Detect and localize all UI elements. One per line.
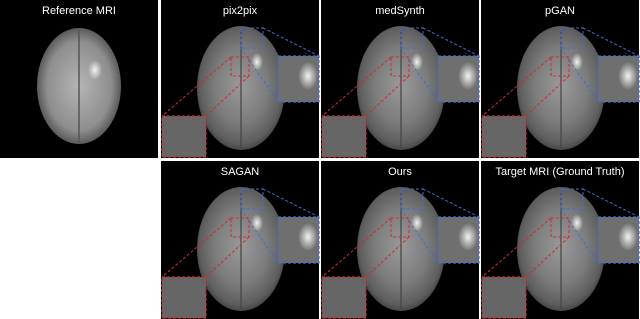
zoom-source-blue <box>560 188 584 210</box>
zoom-source-blue <box>400 188 424 210</box>
zoom-large-red <box>481 276 527 319</box>
zoom-connector <box>321 56 392 117</box>
zoom-large-red <box>481 115 527 158</box>
lesion <box>88 60 102 80</box>
result-panel: pGAN <box>481 0 640 158</box>
zoom-connector <box>262 27 320 57</box>
zoom-connector <box>422 188 480 218</box>
panel-label: SAGAN <box>221 166 260 178</box>
zoom-source-blue <box>560 27 584 49</box>
zoom-large-red <box>161 276 207 319</box>
result-panel: medSynth <box>321 0 480 158</box>
zoom-connector <box>161 217 232 278</box>
zoom-lesion <box>298 223 318 251</box>
zoom-large-red <box>321 276 367 319</box>
zoom-source-red <box>230 56 250 77</box>
zoom-lesion <box>618 223 638 251</box>
zoom-source-red <box>550 217 570 238</box>
lesion <box>251 53 263 71</box>
zoom-lesion <box>618 62 638 90</box>
panel-grid: pix2pix medSynth pGAN SAGAN Ours Target MRI (… <box>161 0 640 319</box>
zoom-connector <box>582 27 640 57</box>
lesion <box>411 53 423 71</box>
panel-label: Reference MRI <box>42 5 116 17</box>
zoom-source-red <box>390 56 410 77</box>
zoom-connector <box>582 188 640 218</box>
zoom-connector <box>481 56 552 117</box>
zoom-large-red <box>161 115 207 158</box>
zoom-lesion <box>298 62 318 90</box>
result-panel: SAGAN <box>161 161 320 319</box>
reference-panel: Reference MRI <box>0 0 158 158</box>
zoom-connector <box>321 217 392 278</box>
zoom-connector <box>481 217 552 278</box>
zoom-source-blue <box>240 27 264 49</box>
zoom-source-blue <box>400 27 424 49</box>
panel-label: Target MRI (Ground Truth) <box>496 166 625 178</box>
panel-label: pGAN <box>545 5 575 17</box>
lesion <box>251 214 263 232</box>
result-panel: pix2pix <box>161 0 320 158</box>
result-panel: Target MRI (Ground Truth) <box>481 161 640 319</box>
zoom-source-red <box>390 217 410 238</box>
zoom-connector <box>262 188 320 218</box>
lesion <box>411 214 423 232</box>
zoom-source-red <box>230 217 250 238</box>
zoom-connector <box>422 27 480 57</box>
zoom-lesion <box>458 62 478 90</box>
lesion <box>571 53 583 71</box>
zoom-source-red <box>550 56 570 77</box>
zoom-lesion <box>458 223 478 251</box>
zoom-connector <box>161 56 232 117</box>
zoom-source-blue <box>240 188 264 210</box>
panel-label: Ours <box>388 166 412 178</box>
lesion <box>571 214 583 232</box>
zoom-large-red <box>321 115 367 158</box>
panel-label: medSynth <box>375 5 425 17</box>
result-panel: Ours <box>321 161 480 319</box>
panel-label: pix2pix <box>223 5 258 17</box>
